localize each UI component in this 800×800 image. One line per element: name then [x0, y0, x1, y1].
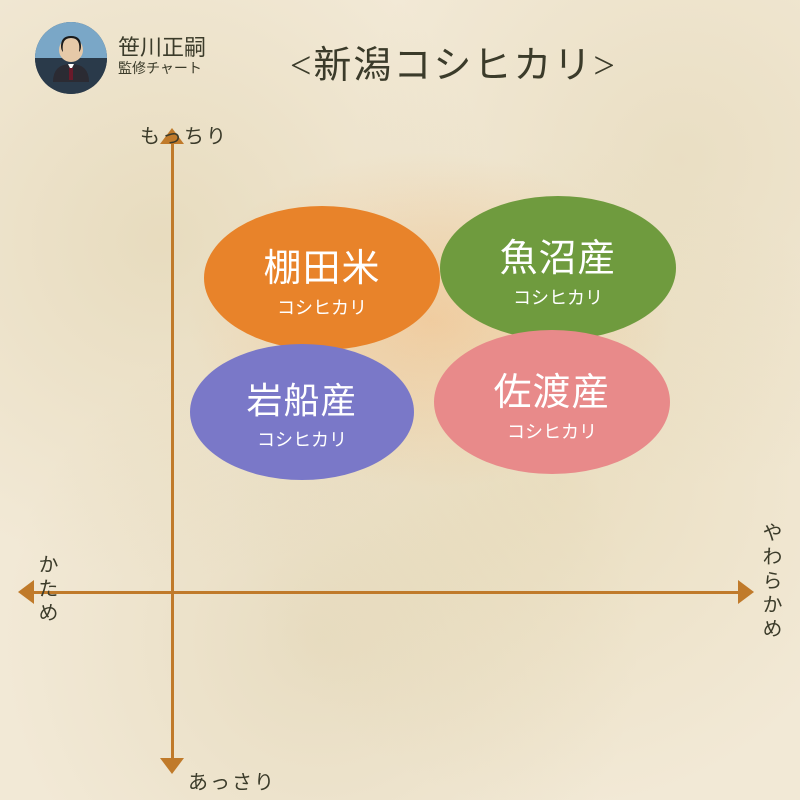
bubble-label-main: 魚沼産: [499, 227, 616, 282]
axis-label-top: もっちり: [140, 120, 228, 149]
avatar-icon: [35, 22, 107, 94]
bubble-sado: 佐渡産 コシヒカリ: [434, 330, 670, 474]
chart-title: <新潟コシヒカリ>: [290, 34, 617, 89]
bubble-tanada: 棚田米 コシヒカリ: [204, 206, 440, 350]
bubble-label-main: 岩船産: [246, 372, 357, 424]
bubble-label-sub: コシヒカリ: [513, 284, 603, 310]
author-avatar: [35, 22, 107, 94]
bubble-label-sub: コシヒカリ: [277, 294, 367, 320]
bubble-label-sub: コシヒカリ: [507, 418, 597, 444]
bubble-label-main: 棚田米: [263, 237, 380, 292]
axis-label-left: かため: [32, 554, 61, 626]
arrow-right: [738, 580, 754, 604]
axis-label-bottom: あっさり: [188, 766, 276, 795]
bubble-uonuma: 魚沼産 コシヒカリ: [440, 196, 676, 340]
bubble-label-main: 佐渡産: [493, 361, 610, 416]
axis-label-right: やわらかめ: [756, 522, 785, 642]
bubble-iwafune: 岩船産 コシヒカリ: [190, 344, 414, 480]
author-subtitle: 監修チャート: [118, 58, 202, 78]
bubble-label-sub: コシヒカリ: [257, 426, 347, 452]
x-axis-line: [30, 591, 740, 594]
y-axis-line: [171, 140, 174, 760]
arrow-down: [160, 758, 184, 774]
